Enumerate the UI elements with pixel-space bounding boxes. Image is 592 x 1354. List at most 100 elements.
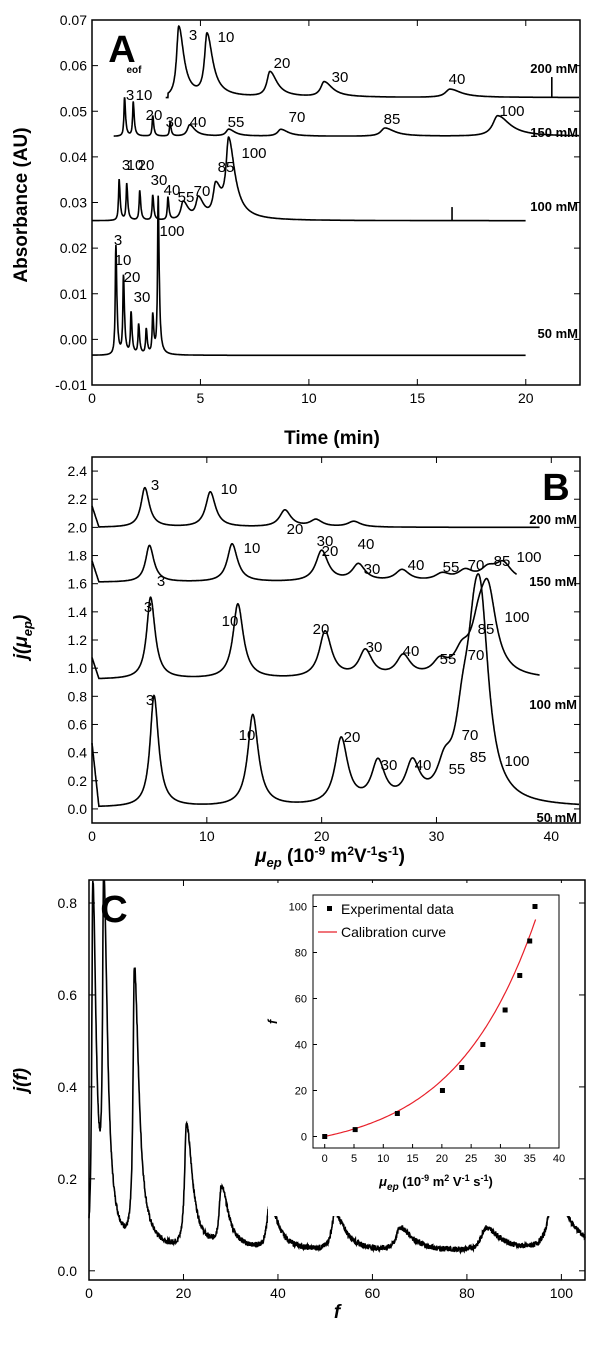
peak-label: 3: [189, 27, 197, 44]
y-tick-label: -0.01: [55, 377, 87, 393]
y-tick-label: 0.8: [58, 895, 78, 911]
series-line-200-mM: [165, 25, 579, 99]
data-point: [532, 904, 538, 909]
inset-x-axis-label-part: s: [470, 1174, 481, 1189]
y-tick-label: 0.4: [58, 1079, 78, 1095]
x-tick-label: 10: [199, 828, 215, 844]
x-axis-label: Time (min): [284, 428, 380, 449]
panel-a: 0 5 10 15 20 -0.01 0.00 0.01 0.02 0.03 0.04 0.05 0.0…: [11, 12, 581, 449]
series-label: 100 mM: [530, 199, 578, 214]
y-tick-label: 1.8: [68, 548, 88, 564]
y-axis-label: Absorbance (AU): [11, 127, 32, 282]
peak-label: 70: [462, 727, 479, 744]
inset-x-tick-label: 15: [406, 1153, 418, 1165]
data-point: [394, 1111, 400, 1116]
x-tick-label: 10: [301, 390, 317, 406]
x-axis-label-part: μ: [254, 846, 267, 867]
x-axis-label-part: -1: [367, 844, 378, 858]
y-tick-label: 0.04: [60, 149, 87, 165]
peak-label: 85: [218, 159, 235, 176]
x-axis-label-part: ): [399, 846, 405, 867]
inset-y-tick-label: 40: [295, 1040, 307, 1052]
series-label: 200 mM: [529, 512, 577, 527]
y-tick-label: 0.4: [68, 745, 88, 761]
peak-label: 10: [115, 252, 132, 269]
inset-background: [268, 883, 574, 1216]
y-axis-label-sub: ep: [20, 621, 35, 636]
series-label: 50 mM: [538, 326, 578, 341]
y-axis-label-main: j(μ: [11, 636, 32, 663]
x-tick-label: 5: [197, 390, 205, 406]
peak-label: 85: [470, 749, 487, 766]
y-tick-label: 0.01: [60, 286, 87, 302]
y-tick-label: 0.2: [58, 1171, 78, 1187]
y-tick-label: 0.6: [58, 987, 78, 1003]
inset-x-axis-label-part: ep: [387, 1182, 399, 1193]
data-point: [322, 1134, 328, 1139]
peak-label: 30: [317, 533, 334, 550]
peak-label: 10: [239, 727, 256, 744]
inset-x-tick-label: 30: [494, 1153, 506, 1165]
peak-label: 100: [241, 145, 266, 162]
inset-x-axis-label-part: (10: [399, 1174, 421, 1189]
peak-label: 30: [166, 114, 183, 131]
peak-label: 40: [164, 182, 181, 199]
peak-label: 70: [194, 183, 211, 200]
x-axis-label-part: V: [354, 846, 367, 867]
x-axis-label-part: 2: [347, 844, 354, 858]
x-tick-label: 30: [429, 828, 445, 844]
y-axis-label: j(f): [11, 1068, 32, 1095]
inset-x-tick-label: 40: [553, 1153, 565, 1165]
series-0: 3 10 20 30 40 200 mM: [91, 477, 577, 553]
series-0: 3 10 20 30 40 200 mM: [165, 25, 579, 99]
peak-label: 3: [122, 157, 130, 174]
peak-label: 100: [504, 753, 529, 770]
y-tick-label: 0.05: [60, 103, 87, 119]
x-tick-label: 40: [544, 828, 560, 844]
peak-label: 40: [403, 643, 420, 660]
x-axis-label-part: ep: [267, 855, 282, 870]
data-point: [480, 1042, 486, 1047]
series-line-50-mM: [91, 573, 580, 808]
peak-label: 70: [289, 109, 306, 126]
series-line-150-mM: [113, 97, 579, 137]
series-label: 100 mM: [529, 697, 577, 712]
peak-label: 55: [228, 114, 245, 131]
data-point: [439, 1088, 445, 1093]
peak-label: 55: [440, 651, 457, 668]
peak-label: 20: [124, 269, 141, 286]
peak-label: 3: [144, 599, 152, 616]
inset-y-tick-label: 100: [289, 902, 307, 914]
peak-label: 55: [443, 559, 460, 576]
peak-label: 100: [499, 103, 524, 120]
peak-label: 10: [221, 481, 238, 498]
peak-label: 55: [178, 189, 195, 206]
x-axis-label-part: s: [377, 846, 388, 867]
y-tick-label: 2.2: [68, 491, 88, 507]
inset-x-axis-label-part: ): [488, 1174, 492, 1189]
x-axis-label: μep (10-9 m2V-1s-1): [254, 844, 405, 870]
inset-x-axis-label-part: V: [449, 1174, 462, 1189]
inset-x-tick-label: 5: [351, 1153, 357, 1165]
inset-x-axis-label-part: -1: [480, 1173, 488, 1183]
series-3: 3 10 20 30 40 55 70 85 100 50 mM: [91, 573, 580, 825]
inset-y-tick-label: 0: [301, 1132, 307, 1144]
panel-label-b: B: [542, 467, 569, 509]
y-tick-label: 1.4: [68, 604, 88, 620]
y-tick-label: 0.6: [68, 716, 88, 732]
peak-label: 85: [478, 621, 495, 638]
series-2: 3 10 20 30 40 55 70 85 100 100 mM: [91, 577, 577, 712]
y-tick-label: 0.0: [68, 801, 88, 817]
legend-label-points: Experimental data: [341, 901, 454, 917]
peak-label: 85: [494, 553, 511, 570]
peak-label: 20: [344, 729, 361, 746]
inset-x-axis-label-part: -1: [462, 1173, 470, 1183]
series-label: 150 mM: [530, 125, 578, 140]
inset-frame: [312, 894, 560, 1149]
y-tick-label: 0.06: [60, 58, 87, 74]
y-axis-label: j(μep): [11, 615, 35, 663]
inset-x-tick-label: 20: [436, 1153, 448, 1165]
